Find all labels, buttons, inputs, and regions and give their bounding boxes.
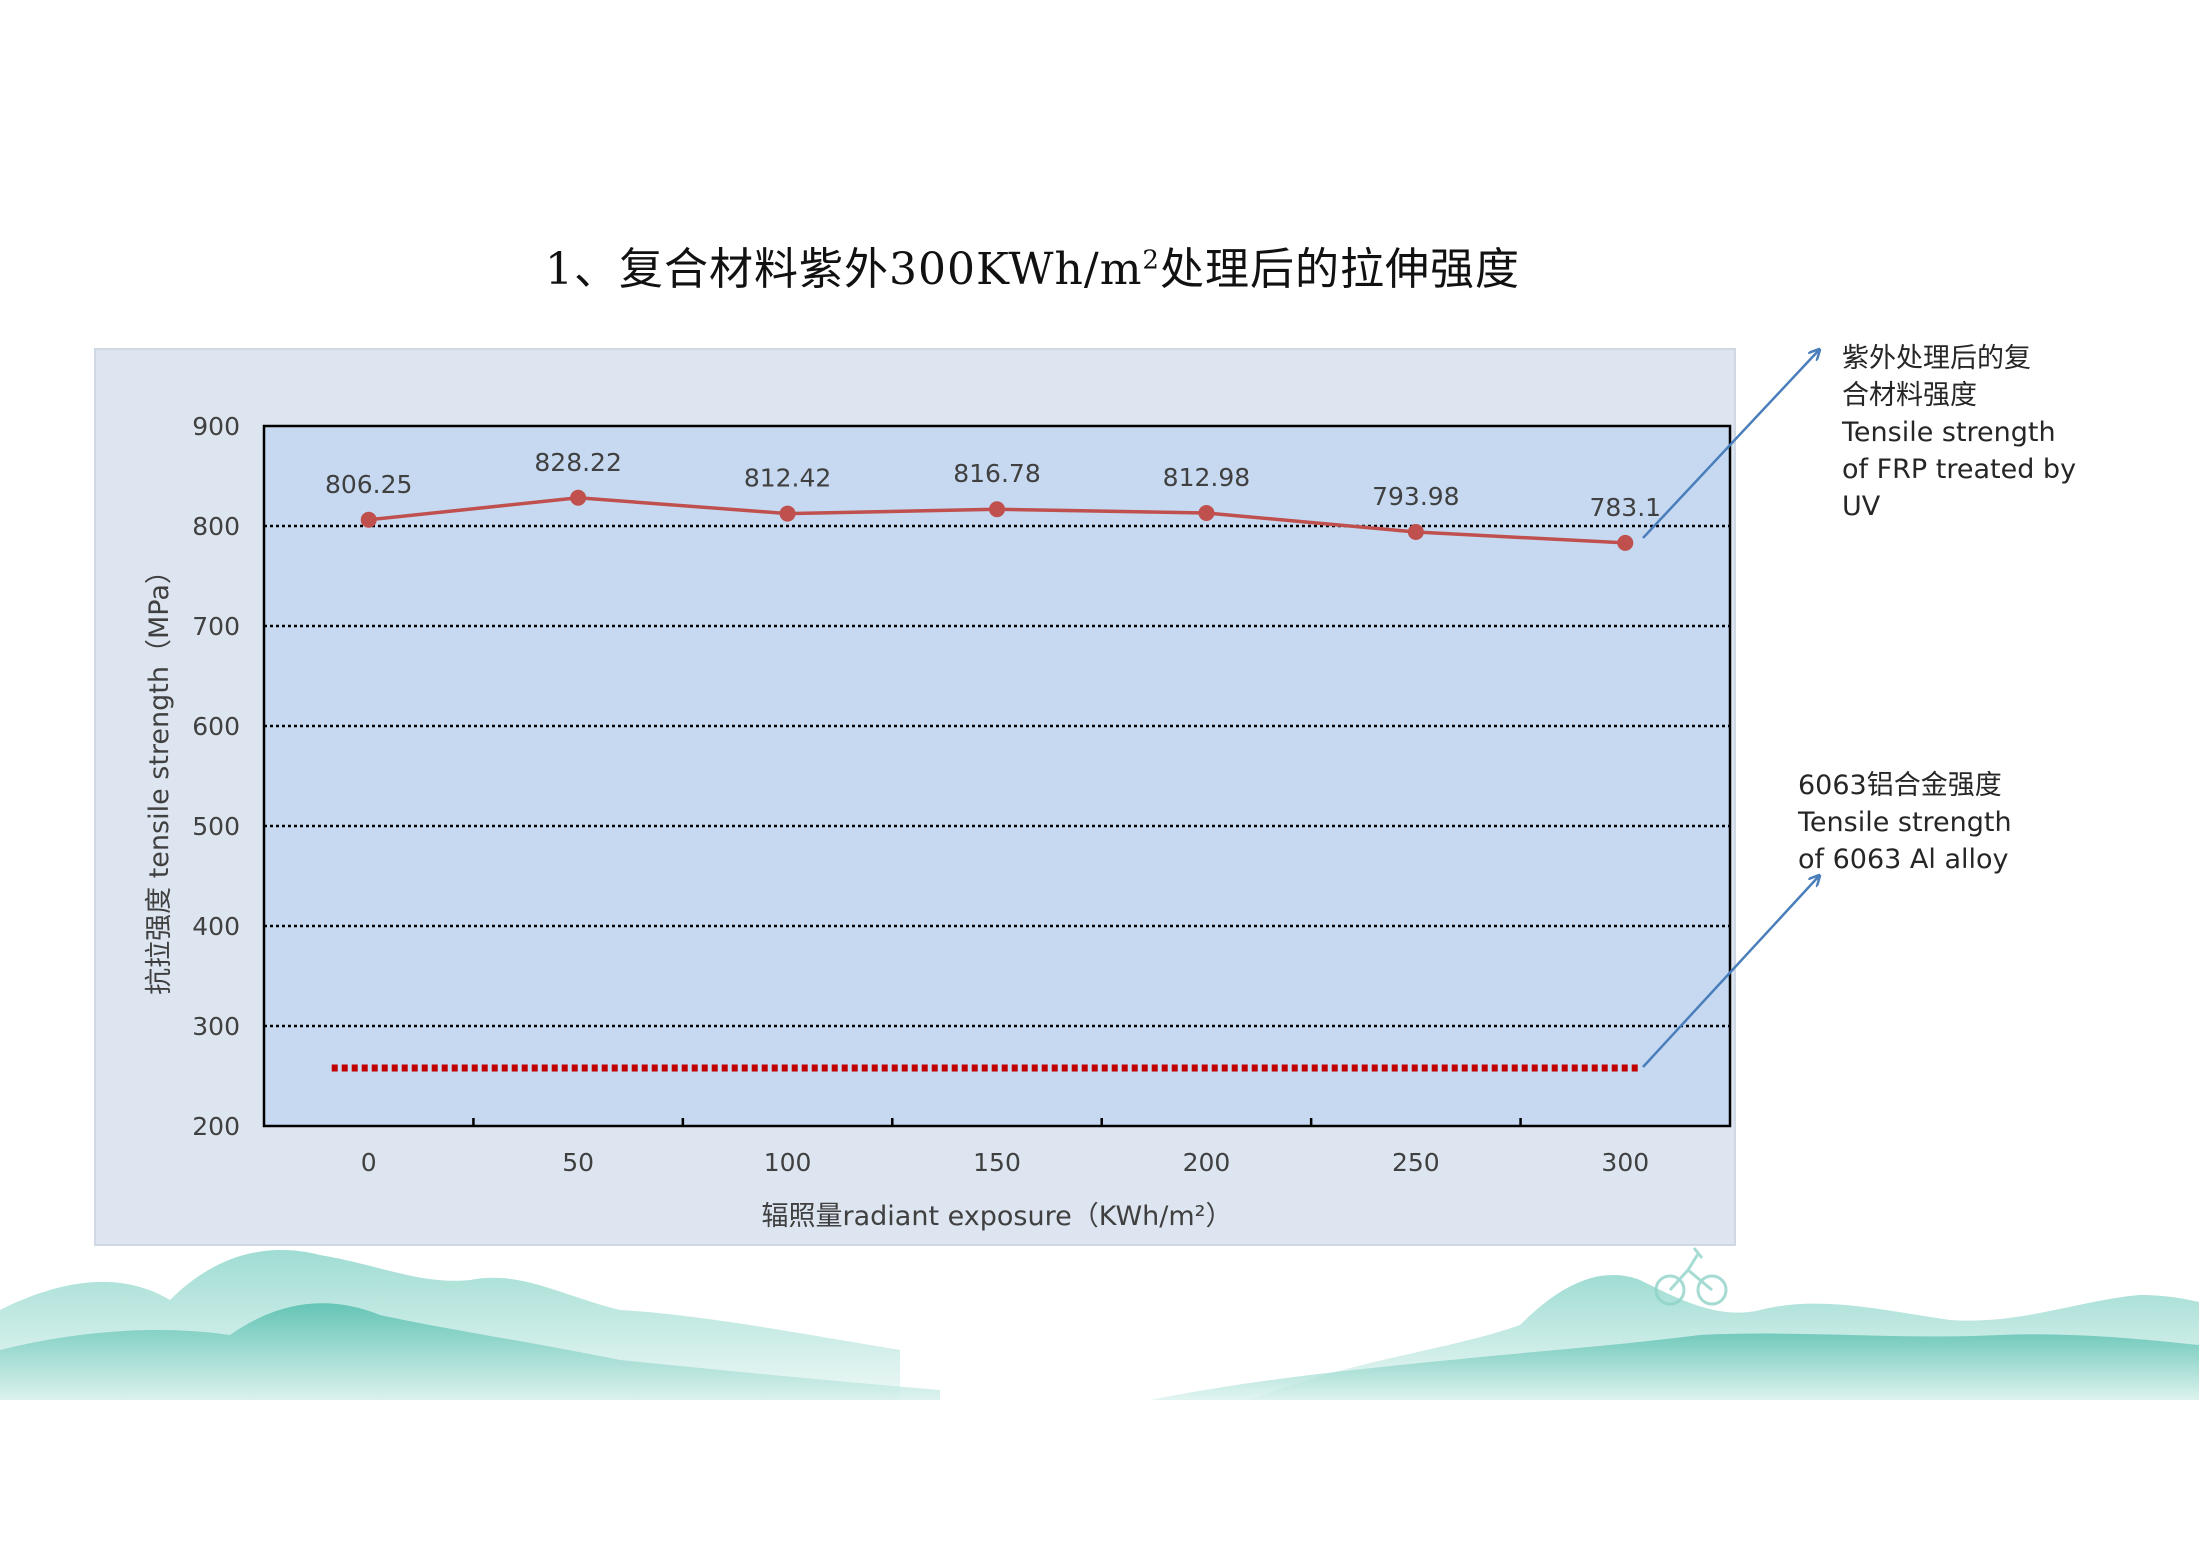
frp-data-label: 828.22 xyxy=(534,448,621,477)
alloy-annotation-line: Tensile strength xyxy=(1798,807,2012,838)
frp-series: 806.25 828.22 812.42 816.78 812.98 793.98 783.… xyxy=(325,448,1661,551)
y-tick-label: 200 xyxy=(192,1112,240,1141)
frp-data-label: 806.25 xyxy=(325,470,412,499)
frp-data-point xyxy=(1407,524,1424,541)
frp-data-point xyxy=(779,505,796,522)
line-chart: 200 300 400 500 600 700 800 900 0 50 100 150 200 250… xyxy=(144,412,1732,1232)
frp-data-label: 783.1 xyxy=(1589,493,1661,522)
y-axis-ticks: 200 300 400 500 600 700 800 900 xyxy=(192,412,240,1141)
x-axis-title: 辐照量radiant exposure（KWh/m²） xyxy=(762,1201,1233,1232)
y-tick-label: 400 xyxy=(192,912,240,941)
frp-data-point xyxy=(989,501,1005,518)
page-title-text: 1、复合材料紫外300KWh/m2处理后的拉伸强度 xyxy=(545,244,1520,295)
frp-annotation-line: 合材料强度 xyxy=(1842,380,1977,411)
alloy-annotation-line: of 6063 Al alloy xyxy=(1798,844,2009,875)
x-tick-label: 250 xyxy=(1392,1148,1440,1177)
y-tick-label: 500 xyxy=(192,812,240,841)
x-tick-label: 300 xyxy=(1601,1148,1649,1177)
alloy-annotation-line: 6063铝合金强度 xyxy=(1798,770,2002,801)
frp-annotation-line: 紫外处理后的复 xyxy=(1842,343,2031,374)
chart-panel: 200 300 400 500 600 700 800 900 0 50 100 150 200 250… xyxy=(94,348,1736,1246)
y-axis-title: 抗拉强度 tensile strength（MPa） xyxy=(144,557,175,995)
gridlines xyxy=(264,524,1730,1028)
frp-annotation-line: Tensile strength xyxy=(1842,417,2056,448)
x-tick-label: 200 xyxy=(1183,1148,1231,1177)
x-tick-label: 0 xyxy=(361,1148,377,1177)
decorative-hills xyxy=(0,1247,2199,1400)
x-tick-label: 50 xyxy=(562,1148,594,1177)
frp-annotation: 紫外处理后的复 合材料强度 Tensile strength of FRP tr… xyxy=(1842,340,2076,525)
frp-annotation-line: UV xyxy=(1842,491,1881,522)
y-tick-label: 800 xyxy=(192,512,240,541)
frp-data-point xyxy=(1617,534,1634,551)
cyclist-icon xyxy=(1654,1247,1728,1306)
frp-data-point xyxy=(1198,505,1215,522)
frp-data-label: 816.78 xyxy=(953,459,1040,488)
x-tick-label: 150 xyxy=(973,1148,1021,1177)
frp-data-label: 812.98 xyxy=(1163,463,1250,492)
frp-data-point xyxy=(360,511,377,528)
frp-data-label: 812.42 xyxy=(744,464,831,493)
y-tick-label: 600 xyxy=(192,712,240,741)
y-tick-label: 700 xyxy=(192,612,240,641)
alloy-annotation: 6063铝合金强度 Tensile strength of 6063 Al al… xyxy=(1798,767,2012,878)
y-tick-label: 900 xyxy=(192,412,240,441)
frp-data-point xyxy=(570,489,587,506)
plot-area xyxy=(262,424,1732,1128)
y-tick-label: 300 xyxy=(192,1012,240,1041)
frp-data-label: 793.98 xyxy=(1372,482,1459,511)
frp-annotation-line: of FRP treated by xyxy=(1842,454,2077,485)
x-tick-label: 100 xyxy=(764,1148,812,1177)
page-title: 1、复合材料紫外300KWh/m2处理后的拉伸强度 xyxy=(0,233,2065,297)
x-axis-ticks: 0 50 100 150 200 250 300 xyxy=(361,1118,1649,1177)
